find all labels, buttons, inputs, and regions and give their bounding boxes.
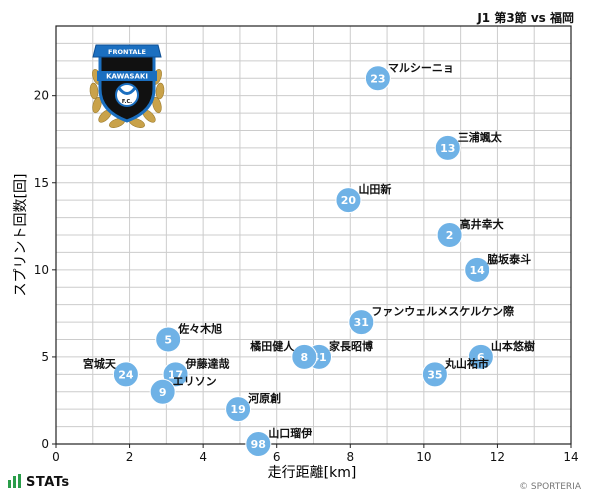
player-number: 14 <box>470 264 486 277</box>
player-marker <box>291 343 318 370</box>
player-point: 6 山本悠樹 <box>467 339 535 370</box>
player-marker <box>467 343 494 370</box>
player-name-label: 佐々木旭 <box>177 322 222 336</box>
crest-middle-band <box>97 71 157 81</box>
player-name-label: 丸山祐市 <box>444 356 489 370</box>
player-marker <box>364 65 391 92</box>
player-name-label: 三浦颯太 <box>458 130 503 144</box>
player-name-label: 脇坂泰斗 <box>487 252 531 266</box>
player-number: 31 <box>354 316 369 329</box>
player-marker <box>434 134 461 161</box>
match-title: J1 第3節 vs 福岡 <box>477 11 574 25</box>
player-name-label: 家長昭博 <box>329 339 373 353</box>
player-number: 24 <box>118 368 134 381</box>
player-point: 9 エリソン <box>149 375 217 405</box>
player-name-label: マルシーニョ <box>388 61 454 74</box>
player-name-label: 山田新 <box>358 182 391 196</box>
y-tick-label: 0 <box>41 437 49 451</box>
laurel-wreath <box>89 69 165 128</box>
stats-bars-icon <box>8 474 22 492</box>
player-marker <box>464 256 491 283</box>
crest-text-kawasaki: KAWASAKI <box>106 73 148 81</box>
player-name-label: 宮城天 <box>83 356 117 370</box>
y-axis-label: スプリント回数[回] <box>13 174 29 297</box>
x-tick-label: 2 <box>126 450 134 464</box>
x-axis-label: 走行距離[km] <box>268 464 357 481</box>
y-tick-label: 15 <box>34 176 49 190</box>
player-number: 13 <box>440 142 455 155</box>
player-name-label: エリソン <box>173 375 217 388</box>
player-number: 9 <box>159 386 167 399</box>
player-point: 2 高井幸大 <box>436 217 504 248</box>
player-marker <box>112 361 139 388</box>
player-number: 8 <box>300 351 308 364</box>
player-number: 20 <box>341 194 357 207</box>
player-point: 8 橘田健人 <box>249 339 318 370</box>
player-marker <box>421 361 448 388</box>
y-tick-label: 20 <box>34 89 49 103</box>
club-crest-logo: FRONTALE KAWASAKI F.C. <box>89 44 165 128</box>
x-axis-ticks: 0 2 4 6 8 10 12 14 <box>52 444 579 464</box>
player-marker <box>436 222 463 248</box>
player-name-label: 山本悠樹 <box>491 339 535 353</box>
plot-frame <box>55 25 572 445</box>
player-number: 23 <box>370 72 385 85</box>
player-marker <box>335 187 362 214</box>
crest-text-frontale: FRONTALE <box>108 48 146 56</box>
player-name-label: 山口瑠伊 <box>268 426 312 440</box>
y-tick-label: 5 <box>41 350 49 364</box>
crest-top-band <box>92 44 162 58</box>
player-point: 5 佐々木旭 <box>155 322 222 353</box>
player-marker <box>245 431 272 457</box>
player-number: 19 <box>230 403 245 416</box>
player-name-label: 橘田健人 <box>249 339 295 353</box>
player-number: 35 <box>427 368 442 381</box>
x-tick-label: 4 <box>199 450 207 464</box>
copyright-text: © SPORTERIA <box>519 482 581 492</box>
y-tick-label: 10 <box>34 263 49 277</box>
player-marker <box>149 378 176 405</box>
stats-brand-logo: STATs <box>8 474 70 492</box>
stats-brand-text: STATs <box>26 475 70 490</box>
player-name-label: 伊藤達哉 <box>185 356 230 370</box>
player-number: 2 <box>446 229 454 242</box>
player-number: 6 <box>477 351 485 364</box>
x-tick-label: 12 <box>490 450 505 464</box>
player-number: 17 <box>168 368 183 381</box>
x-tick-label: 8 <box>346 450 354 464</box>
player-marker <box>348 309 375 336</box>
crest-ball-stripe <box>117 87 137 95</box>
x-tick-label: 6 <box>273 450 281 464</box>
player-number: 5 <box>164 334 172 347</box>
crest-text-fc: F.C. <box>122 99 132 105</box>
x-tick-label: 14 <box>563 450 578 464</box>
player-name-label: ファンウェルメスケルケン際 <box>371 304 515 318</box>
player-marker <box>225 396 252 423</box>
x-tick-label: 10 <box>416 450 431 464</box>
y-axis-ticks: 0 5 10 15 20 <box>34 89 56 451</box>
x-tick-label: 0 <box>52 450 60 464</box>
player-marker <box>155 326 182 353</box>
player-number: 98 <box>251 438 266 451</box>
player-name-label: 河原創 <box>248 391 281 405</box>
player-name-label: 高井幸大 <box>460 217 504 231</box>
